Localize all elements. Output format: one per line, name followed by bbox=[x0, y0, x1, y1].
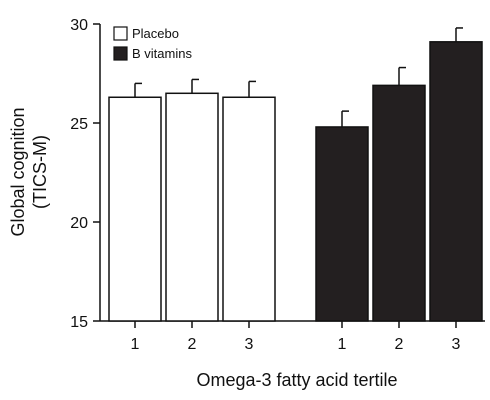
x-tick-label: 2 bbox=[395, 336, 404, 353]
bar-placebo-2 bbox=[165, 92, 219, 322]
y-axis-title-line-2: (TICS-M) bbox=[30, 135, 50, 209]
x-tick-label: 2 bbox=[188, 336, 197, 353]
bar-placebo-3 bbox=[222, 96, 276, 322]
bars bbox=[108, 27, 483, 322]
x-tick-label: 3 bbox=[452, 336, 461, 353]
y-ticks: 15 20 25 30 bbox=[70, 17, 100, 331]
legend-swatch-b-vitamins bbox=[113, 46, 128, 61]
bar-b-vitamins-3 bbox=[429, 41, 483, 322]
bar-b-vitamins-2 bbox=[372, 84, 426, 322]
legend-label-b-vitamins: B vitamins bbox=[132, 46, 192, 61]
y-tick-label: 20 bbox=[70, 215, 88, 232]
y-axis-title: Global cognition (TICS-M) bbox=[8, 107, 50, 236]
y-tick-label: 25 bbox=[70, 116, 88, 133]
x-tick-label: 3 bbox=[245, 336, 254, 353]
y-tick-label: 15 bbox=[70, 314, 88, 331]
x-tick-label: 1 bbox=[338, 336, 347, 353]
y-tick-label: 30 bbox=[70, 17, 88, 34]
x-tick-label: 1 bbox=[131, 336, 140, 353]
y-axis-title-line-1: Global cognition bbox=[8, 107, 28, 236]
bar-placebo-1 bbox=[108, 96, 162, 322]
legend-label-placebo: Placebo bbox=[132, 26, 179, 41]
x-ticks: 1 2 3 1 2 3 bbox=[131, 321, 461, 353]
legend-swatch-placebo bbox=[113, 26, 128, 41]
bar-b-vitamins-1 bbox=[315, 126, 369, 322]
x-axis-title: Omega-3 fatty acid tertile bbox=[196, 370, 397, 390]
legend: Placebo B vitamins bbox=[113, 26, 192, 61]
